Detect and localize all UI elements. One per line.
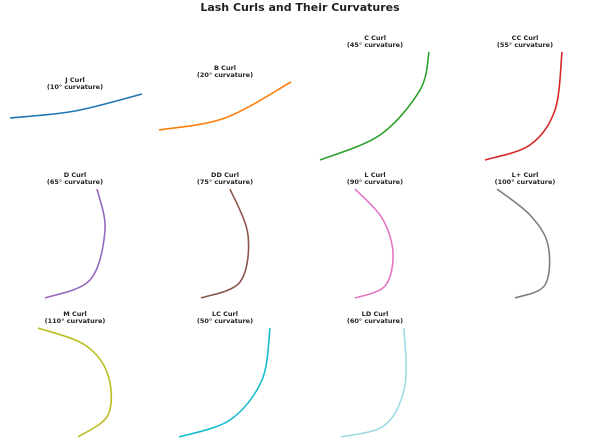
panel-subtitle: (90° curvature) bbox=[347, 178, 403, 186]
panel-subtitle: (45° curvature) bbox=[347, 41, 403, 49]
panel-subtitle: (100° curvature) bbox=[495, 178, 556, 186]
panel-title: B Curl bbox=[214, 64, 236, 72]
curl-line bbox=[37, 327, 113, 438]
panel-subtitle: (65° curvature) bbox=[47, 178, 103, 186]
curl-line bbox=[340, 327, 408, 438]
curl-line bbox=[9, 93, 143, 119]
curl-line bbox=[484, 51, 563, 161]
curl-line bbox=[319, 51, 430, 161]
panel-title: LC Curl bbox=[212, 310, 238, 318]
panel-title: L+ Curl bbox=[512, 171, 539, 179]
panel-subtitle: (20° curvature) bbox=[197, 71, 253, 79]
curl-line bbox=[496, 188, 551, 299]
curl-line bbox=[200, 188, 250, 299]
panel-title: CC Curl bbox=[512, 34, 539, 42]
curl-line bbox=[44, 188, 106, 299]
panel-subtitle: (110° curvature) bbox=[45, 317, 106, 325]
panel-title: C Curl bbox=[364, 34, 386, 42]
panel-title: LD Curl bbox=[362, 310, 389, 318]
panel-subtitle: (55° curvature) bbox=[497, 41, 553, 49]
panel-subtitle: (10° curvature) bbox=[47, 83, 103, 91]
curl-line bbox=[354, 188, 394, 299]
panel-title: D Curl bbox=[64, 171, 87, 179]
panel-subtitle: (50° curvature) bbox=[197, 317, 253, 325]
panel-subtitle: (75° curvature) bbox=[197, 178, 253, 186]
panel-title: L Curl bbox=[364, 171, 385, 179]
panel-title: DD Curl bbox=[211, 171, 239, 179]
panel-title: M Curl bbox=[63, 310, 87, 318]
curl-line bbox=[178, 327, 271, 438]
curl-line bbox=[158, 81, 292, 131]
panel-subtitle: (60° curvature) bbox=[347, 317, 403, 325]
chart-title: Lash Curls and Their Curvatures bbox=[200, 1, 400, 14]
panel-title: J Curl bbox=[64, 76, 85, 84]
